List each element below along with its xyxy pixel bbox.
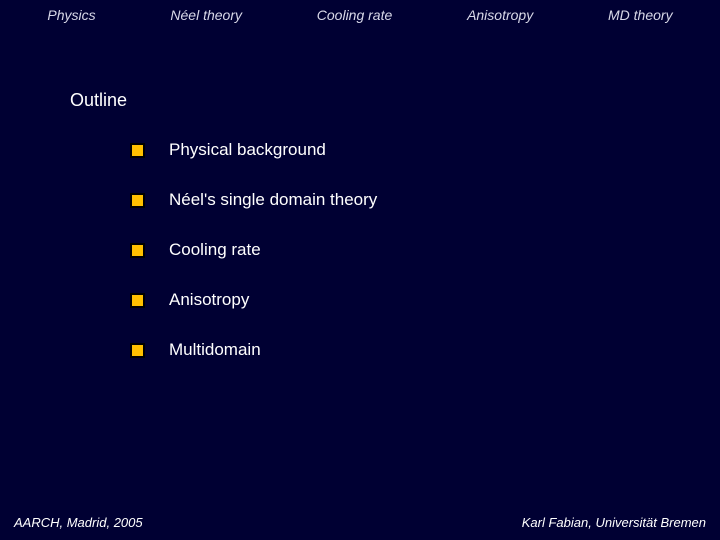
nav-item-neel[interactable]: Néel theory [170, 7, 242, 23]
outline-title: Outline [70, 90, 127, 111]
footer-right: Karl Fabian, Universität Bremen [522, 515, 706, 530]
list-item-label: Physical background [169, 140, 326, 160]
list-item-label: Anisotropy [169, 290, 249, 310]
list-item: Cooling rate [130, 240, 377, 260]
list-item-label: Néel's single domain theory [169, 190, 377, 210]
list-item: Multidomain [130, 340, 377, 360]
square-bullet-icon [130, 243, 145, 258]
list-item: Anisotropy [130, 290, 377, 310]
list-item-label: Cooling rate [169, 240, 261, 260]
nav-item-anisotropy[interactable]: Anisotropy [467, 7, 533, 23]
square-bullet-icon [130, 143, 145, 158]
list-item-label: Multidomain [169, 340, 261, 360]
outline-list: Physical background Néel's single domain… [130, 140, 377, 390]
square-bullet-icon [130, 193, 145, 208]
footer-left: AARCH, Madrid, 2005 [14, 515, 143, 530]
nav-item-md[interactable]: MD theory [608, 7, 673, 23]
list-item: Néel's single domain theory [130, 190, 377, 210]
square-bullet-icon [130, 343, 145, 358]
nav-item-cooling[interactable]: Cooling rate [317, 7, 393, 23]
square-bullet-icon [130, 293, 145, 308]
list-item: Physical background [130, 140, 377, 160]
nav-item-physics[interactable]: Physics [47, 7, 95, 23]
slide: Physics Néel theory Cooling rate Anisotr… [0, 0, 720, 540]
top-nav: Physics Néel theory Cooling rate Anisotr… [0, 0, 720, 30]
